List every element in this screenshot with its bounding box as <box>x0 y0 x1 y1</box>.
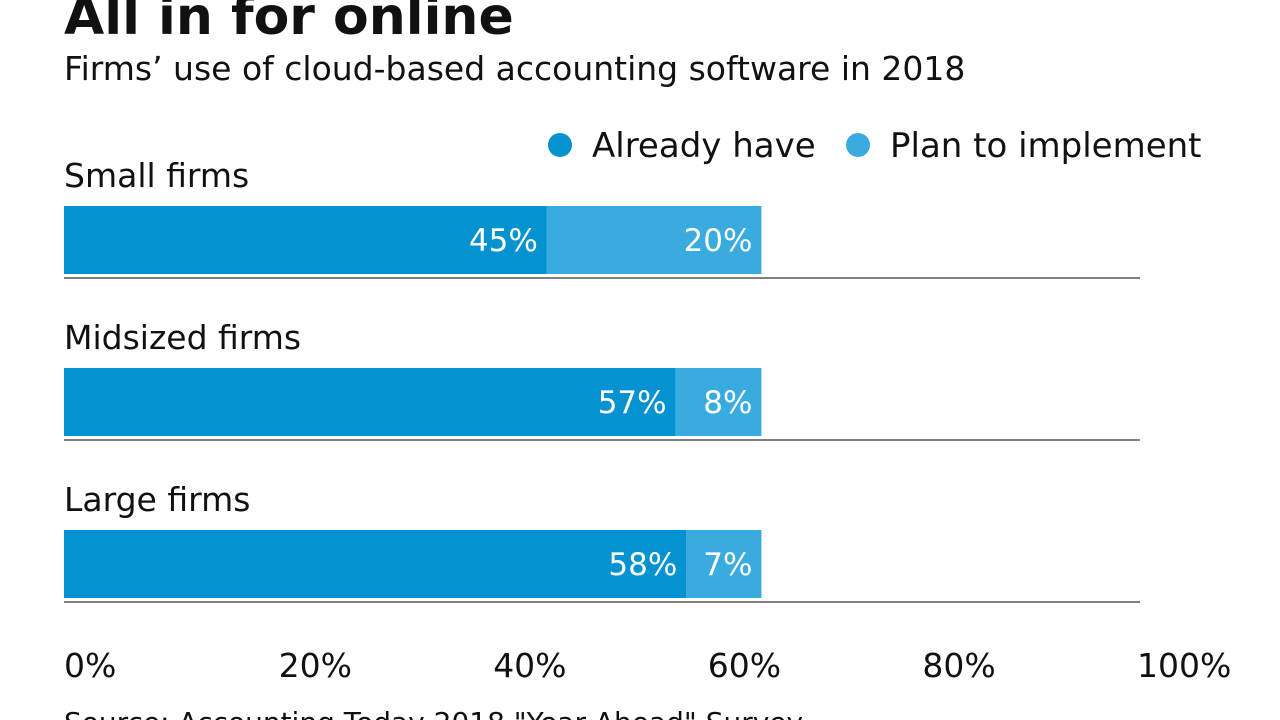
x-tick-label: 60% <box>708 646 781 685</box>
category-label: Midsized firms <box>64 318 301 357</box>
value-label: 20% <box>684 223 753 259</box>
bar-segment <box>64 206 547 274</box>
legend-label: Already have <box>592 126 816 166</box>
bar-segment <box>675 368 762 436</box>
category-label: Large firms <box>64 480 250 519</box>
x-tick-label: 0% <box>64 646 116 685</box>
x-tick-label: 80% <box>922 646 995 685</box>
x-tick-label: 100% <box>1137 646 1231 685</box>
legend-label: Plan to implement <box>890 126 1202 166</box>
value-label: 7% <box>703 547 752 583</box>
bar-segment <box>64 368 676 436</box>
bar-segment <box>686 530 762 598</box>
legend-marker <box>548 133 572 157</box>
bar-segment <box>546 206 762 274</box>
value-label: 57% <box>598 385 667 421</box>
value-label: 45% <box>469 223 538 259</box>
value-label: 8% <box>703 385 752 421</box>
x-tick-label: 20% <box>279 646 352 685</box>
legend-marker <box>846 133 870 157</box>
value-label: 58% <box>608 547 677 583</box>
category-label: Small firms <box>64 156 249 195</box>
chart-title: All in for online <box>64 0 514 47</box>
x-tick-label: 40% <box>493 646 566 685</box>
source-note: Source: Accounting Today 2018 "Year Ahea… <box>64 706 803 720</box>
chart-subtitle: Firms’ use of cloud-based accounting sof… <box>64 49 965 88</box>
bar-segment <box>64 530 687 598</box>
